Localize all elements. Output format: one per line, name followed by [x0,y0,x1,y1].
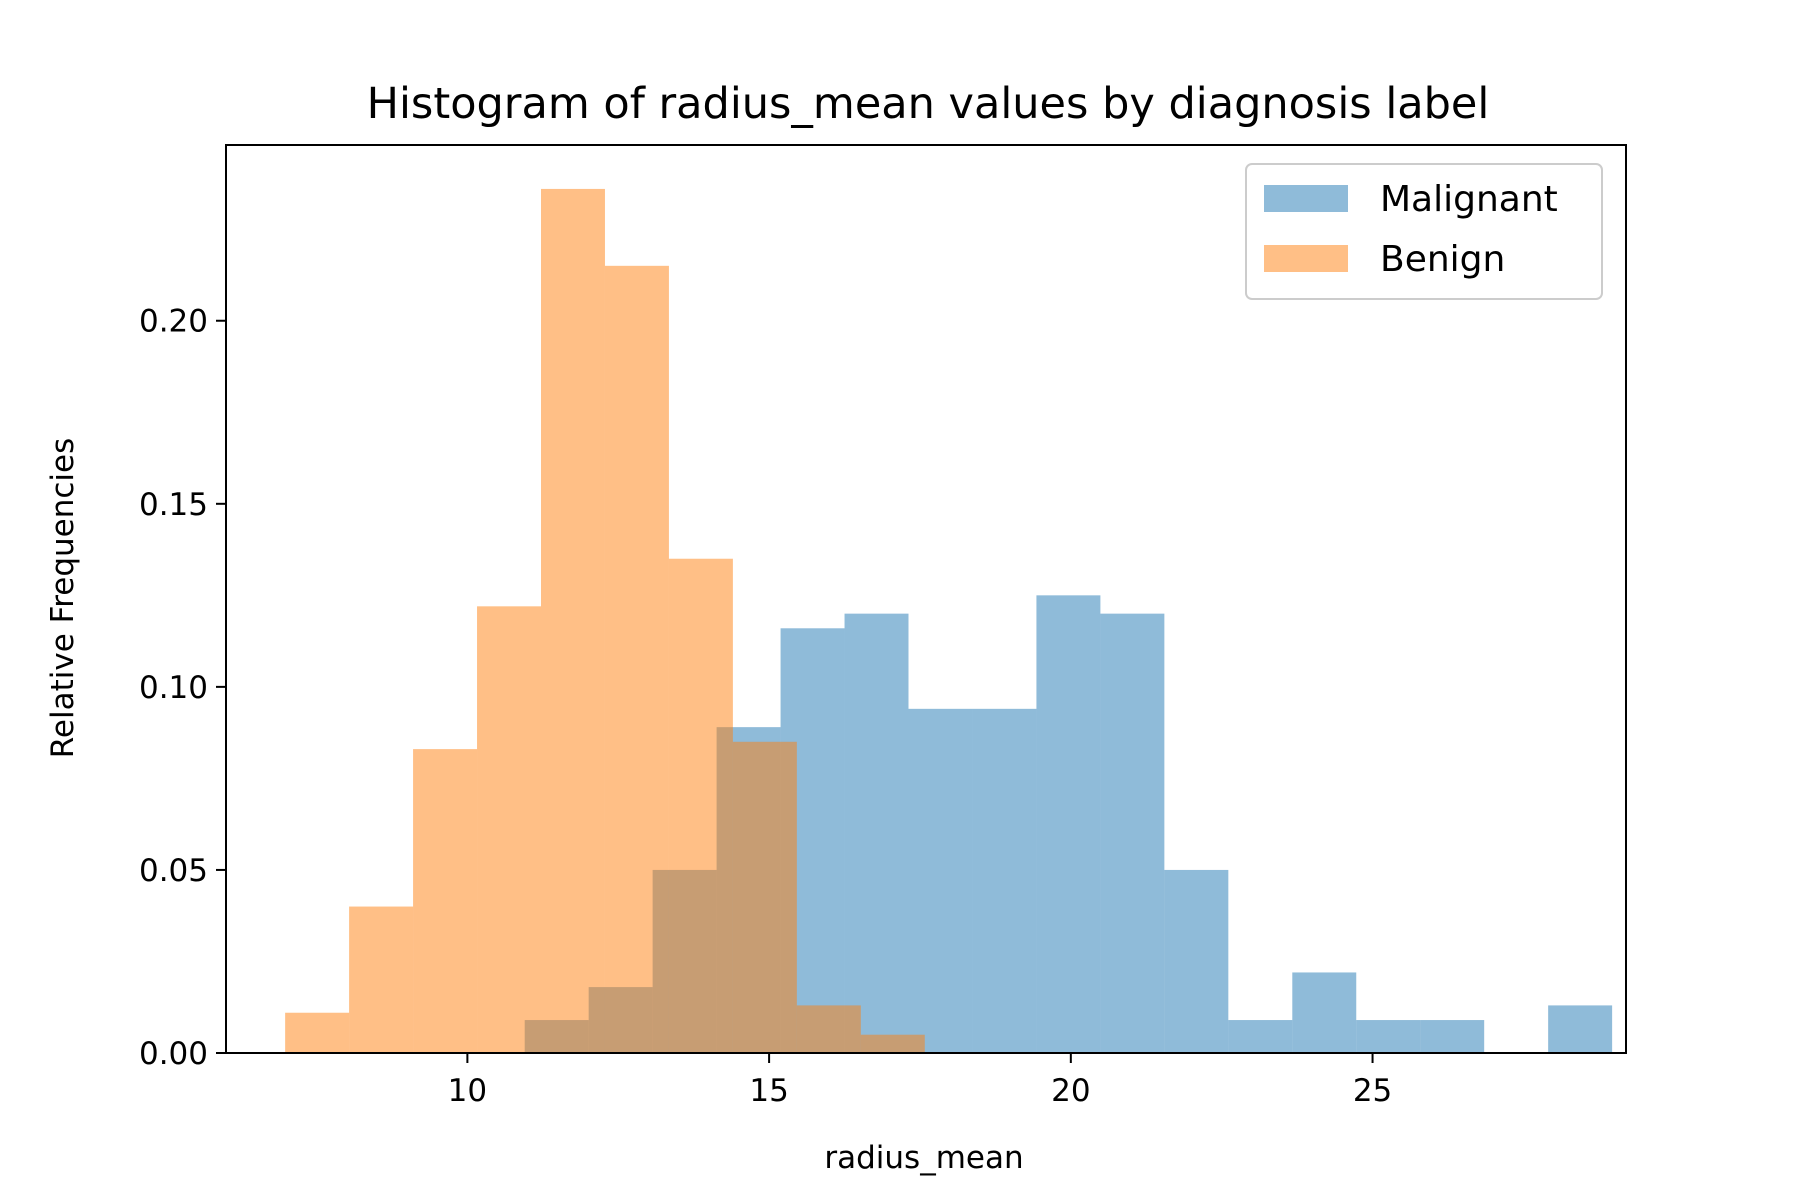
bar-malignant [1228,1020,1293,1053]
bars-layer [285,188,1613,1053]
bar-benign [349,906,414,1053]
bar-benign [796,1005,861,1053]
y-tick-label: 0.20 [139,304,208,340]
bar-malignant [1292,972,1357,1053]
x-axis-title: radius_mean [824,1140,1023,1176]
bar-benign [732,741,797,1053]
legend-swatch-malignant [1264,185,1348,212]
bar-benign [541,188,605,1053]
bar-malignant [972,708,1037,1053]
bar-benign [668,558,733,1053]
bar-benign [285,1012,350,1053]
bar-malignant [844,613,909,1053]
y-tick-label: 0.15 [139,487,208,523]
bar-malignant [1164,869,1229,1053]
bar-benign [413,749,478,1053]
x-tick-label: 25 [1353,1073,1392,1109]
x-tick-label: 10 [448,1073,487,1109]
bar-benign [604,265,669,1053]
bar-malignant [1356,1020,1421,1053]
y-tick-label: 0.10 [139,670,208,706]
bar-benign [860,1034,925,1053]
chart-title: Histogram of radius_mean values by diagn… [367,79,1490,129]
bar-malignant [908,708,973,1053]
y-tick-label: 0.00 [139,1036,208,1072]
legend: Malignant Benign [1245,163,1603,300]
legend-label-malignant: Malignant [1380,179,1558,220]
bar-malignant [1100,613,1165,1053]
y-axis-title: Relative Frequencies [45,438,81,759]
x-tick-label: 15 [749,1073,788,1109]
bar-malignant [1036,595,1101,1053]
axes-layer: 10 15 20 25 0.00 0.05 0.10 0.15 0.20 [139,304,1392,1109]
legend-swatch-benign [1264,245,1348,272]
x-tick-label: 20 [1051,1073,1090,1109]
bar-malignant [1548,1005,1613,1053]
plot-frame [225,144,1627,1054]
y-tick-label: 0.05 [139,853,208,889]
bar-malignant [1420,1020,1485,1053]
bar-benign [477,606,541,1053]
legend-label-benign: Benign [1380,239,1505,280]
